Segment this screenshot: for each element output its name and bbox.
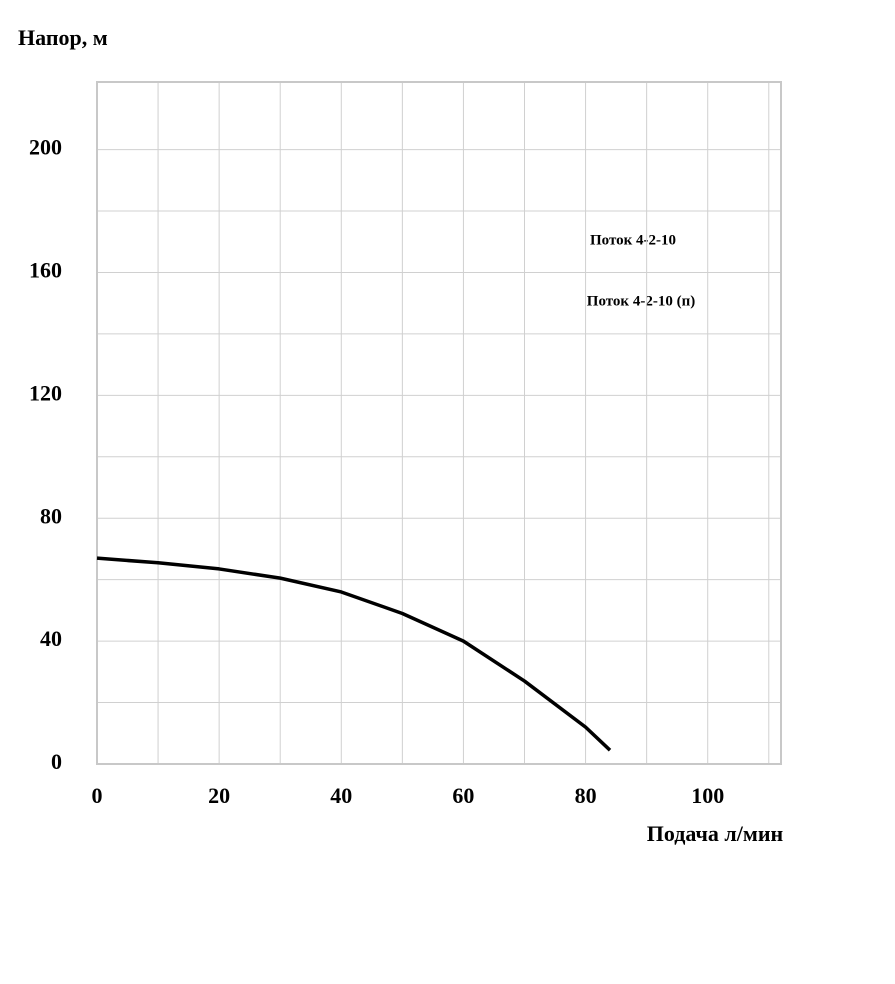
y-tick-label: 160	[29, 258, 62, 283]
data-line	[96, 556, 612, 752]
y-tick-label: 0	[51, 749, 62, 774]
y-axis-title: Напор, м	[18, 25, 108, 50]
y-tick-label: 40	[40, 626, 62, 651]
x-tick-label: 0	[92, 783, 103, 808]
x-tick-label: 80	[575, 783, 597, 808]
x-tick-label: 20	[208, 783, 230, 808]
y-tick-label: 120	[29, 380, 62, 405]
y-tick-label: 80	[40, 503, 62, 528]
x-tick-label: 100	[691, 783, 724, 808]
x-tick-label: 40	[330, 783, 352, 808]
plot-frame	[96, 81, 782, 765]
y-tick-label: 200	[29, 135, 62, 160]
legend-entry: Поток 4-2-10 (п)	[587, 293, 695, 309]
legend-entry: Поток 4-2-10	[590, 232, 676, 248]
x-axis-title: Подача л/мин	[647, 821, 784, 846]
x-tick-label: 60	[452, 783, 474, 808]
